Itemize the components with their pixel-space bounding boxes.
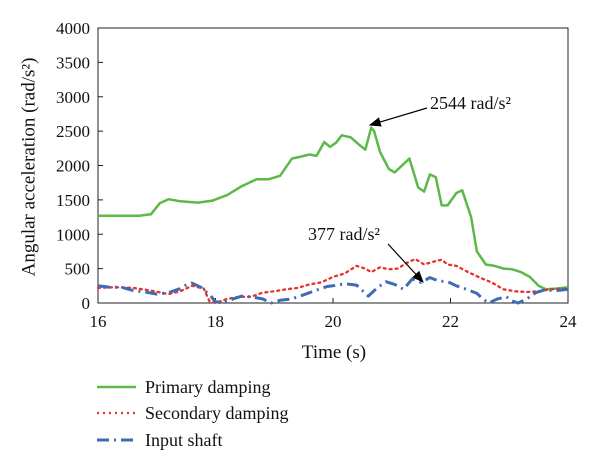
- x-tick-label: 20: [325, 312, 342, 331]
- y-axis-ticks: 0 500 1000 1500 2000 2500 3000 3500 4000: [56, 19, 103, 313]
- legend-label: Input shaft: [145, 430, 222, 450]
- series-primary-damping: [97, 126, 569, 291]
- y-tick-label: 500: [65, 260, 91, 279]
- annotation-layer: 2544 rad/s² 377 rad/s²: [308, 93, 511, 283]
- series-layer: [96, 126, 570, 305]
- y-tick-label: 2500: [56, 122, 90, 141]
- legend-entry: Secondary damping: [97, 403, 288, 423]
- legend-label: Secondary damping: [145, 403, 288, 423]
- y-tick-label: 1000: [56, 225, 90, 244]
- x-tick-label: 18: [207, 312, 224, 331]
- annotation-arrow: [387, 243, 424, 283]
- annotation-label: 377 rad/s²: [308, 224, 380, 244]
- annotation: 377 rad/s²: [308, 224, 424, 283]
- legend: Primary damping Secondary damping Input sh…: [97, 377, 288, 450]
- series-line: [97, 276, 569, 305]
- y-tick-label: 1500: [56, 191, 90, 210]
- x-tick-label: 22: [442, 312, 459, 331]
- series-input-shaft: [97, 276, 569, 305]
- x-tick-label: 24: [560, 312, 578, 331]
- y-tick-label: 3500: [56, 53, 90, 72]
- annotation-arrow: [368, 107, 428, 127]
- x-tick-label: 16: [90, 312, 107, 331]
- y-tick-label: 3000: [56, 88, 90, 107]
- legend-entry: Primary damping: [97, 377, 270, 397]
- series-line: [98, 126, 569, 291]
- x-axis-ticks: 16 18 20 22 24: [90, 298, 578, 331]
- legend-entry: Input shaft: [97, 430, 222, 450]
- legend-label: Primary damping: [145, 377, 270, 397]
- y-tick-label: 4000: [56, 19, 90, 38]
- y-axis-title: Angular acceleration (rad/s²): [18, 58, 39, 277]
- plot-frame: [97, 27, 569, 304]
- x-axis-title: Time (s): [302, 342, 366, 363]
- plot-area: [97, 27, 569, 304]
- annotation: 2544 rad/s²: [368, 93, 511, 127]
- annotation-label: 2544 rad/s²: [430, 93, 511, 113]
- y-tick-label: 2000: [56, 157, 90, 176]
- y-tick-label: 0: [82, 294, 91, 313]
